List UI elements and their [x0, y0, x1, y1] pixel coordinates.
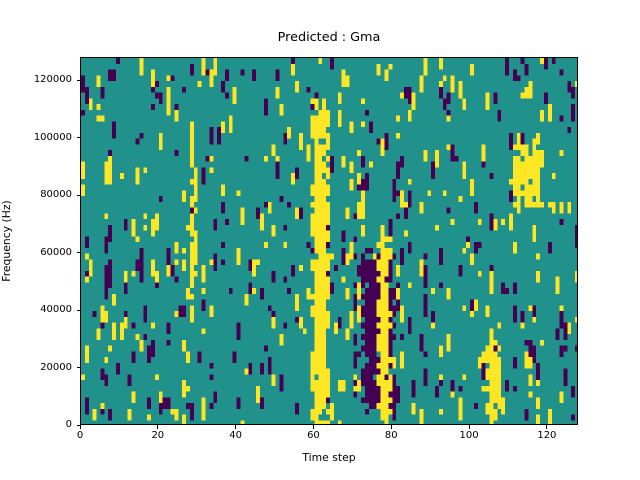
y-tick-label: 100000: [33, 131, 72, 143]
x-tick-label: 40: [229, 430, 242, 441]
y-tick-label: 20000: [40, 361, 72, 373]
y-tick-label: 40000: [40, 304, 72, 315]
x-tick-mark: [312, 425, 314, 429]
x-axis-label: Time step: [302, 451, 356, 464]
x-tick-mark: [235, 425, 237, 429]
heatmap-axes: [80, 57, 578, 425]
x-tick-label: 100: [459, 430, 479, 441]
x-tick-mark: [79, 425, 81, 429]
x-tick-mark: [546, 425, 548, 429]
y-tick-mark: [76, 309, 80, 311]
y-tick-label: 120000: [33, 74, 72, 85]
y-tick-mark: [76, 367, 80, 368]
x-tick-mark: [468, 425, 470, 429]
y-tick-mark: [76, 252, 80, 253]
x-tick-label: 120: [537, 430, 557, 441]
y-tick-label: 0: [65, 419, 72, 430]
x-tick-label: 80: [384, 430, 398, 441]
x-tick-label: 0: [76, 430, 84, 441]
y-tick-mark: [76, 424, 80, 426]
y-tick-mark: [76, 79, 80, 81]
y-axis-label: Frequency (Hz): [0, 200, 13, 282]
x-tick-mark: [157, 425, 159, 429]
y-tick-mark: [76, 137, 80, 138]
x-tick-mark: [390, 425, 392, 429]
y-tick-label: 60000: [40, 246, 72, 258]
heatmap-image: [81, 58, 577, 424]
x-tick-label: 60: [307, 430, 320, 441]
y-tick-label: 80000: [40, 189, 72, 200]
page-title: Predicted : Gma: [277, 30, 381, 45]
x-tick-label: 20: [151, 430, 165, 441]
y-tick-mark: [76, 194, 80, 196]
